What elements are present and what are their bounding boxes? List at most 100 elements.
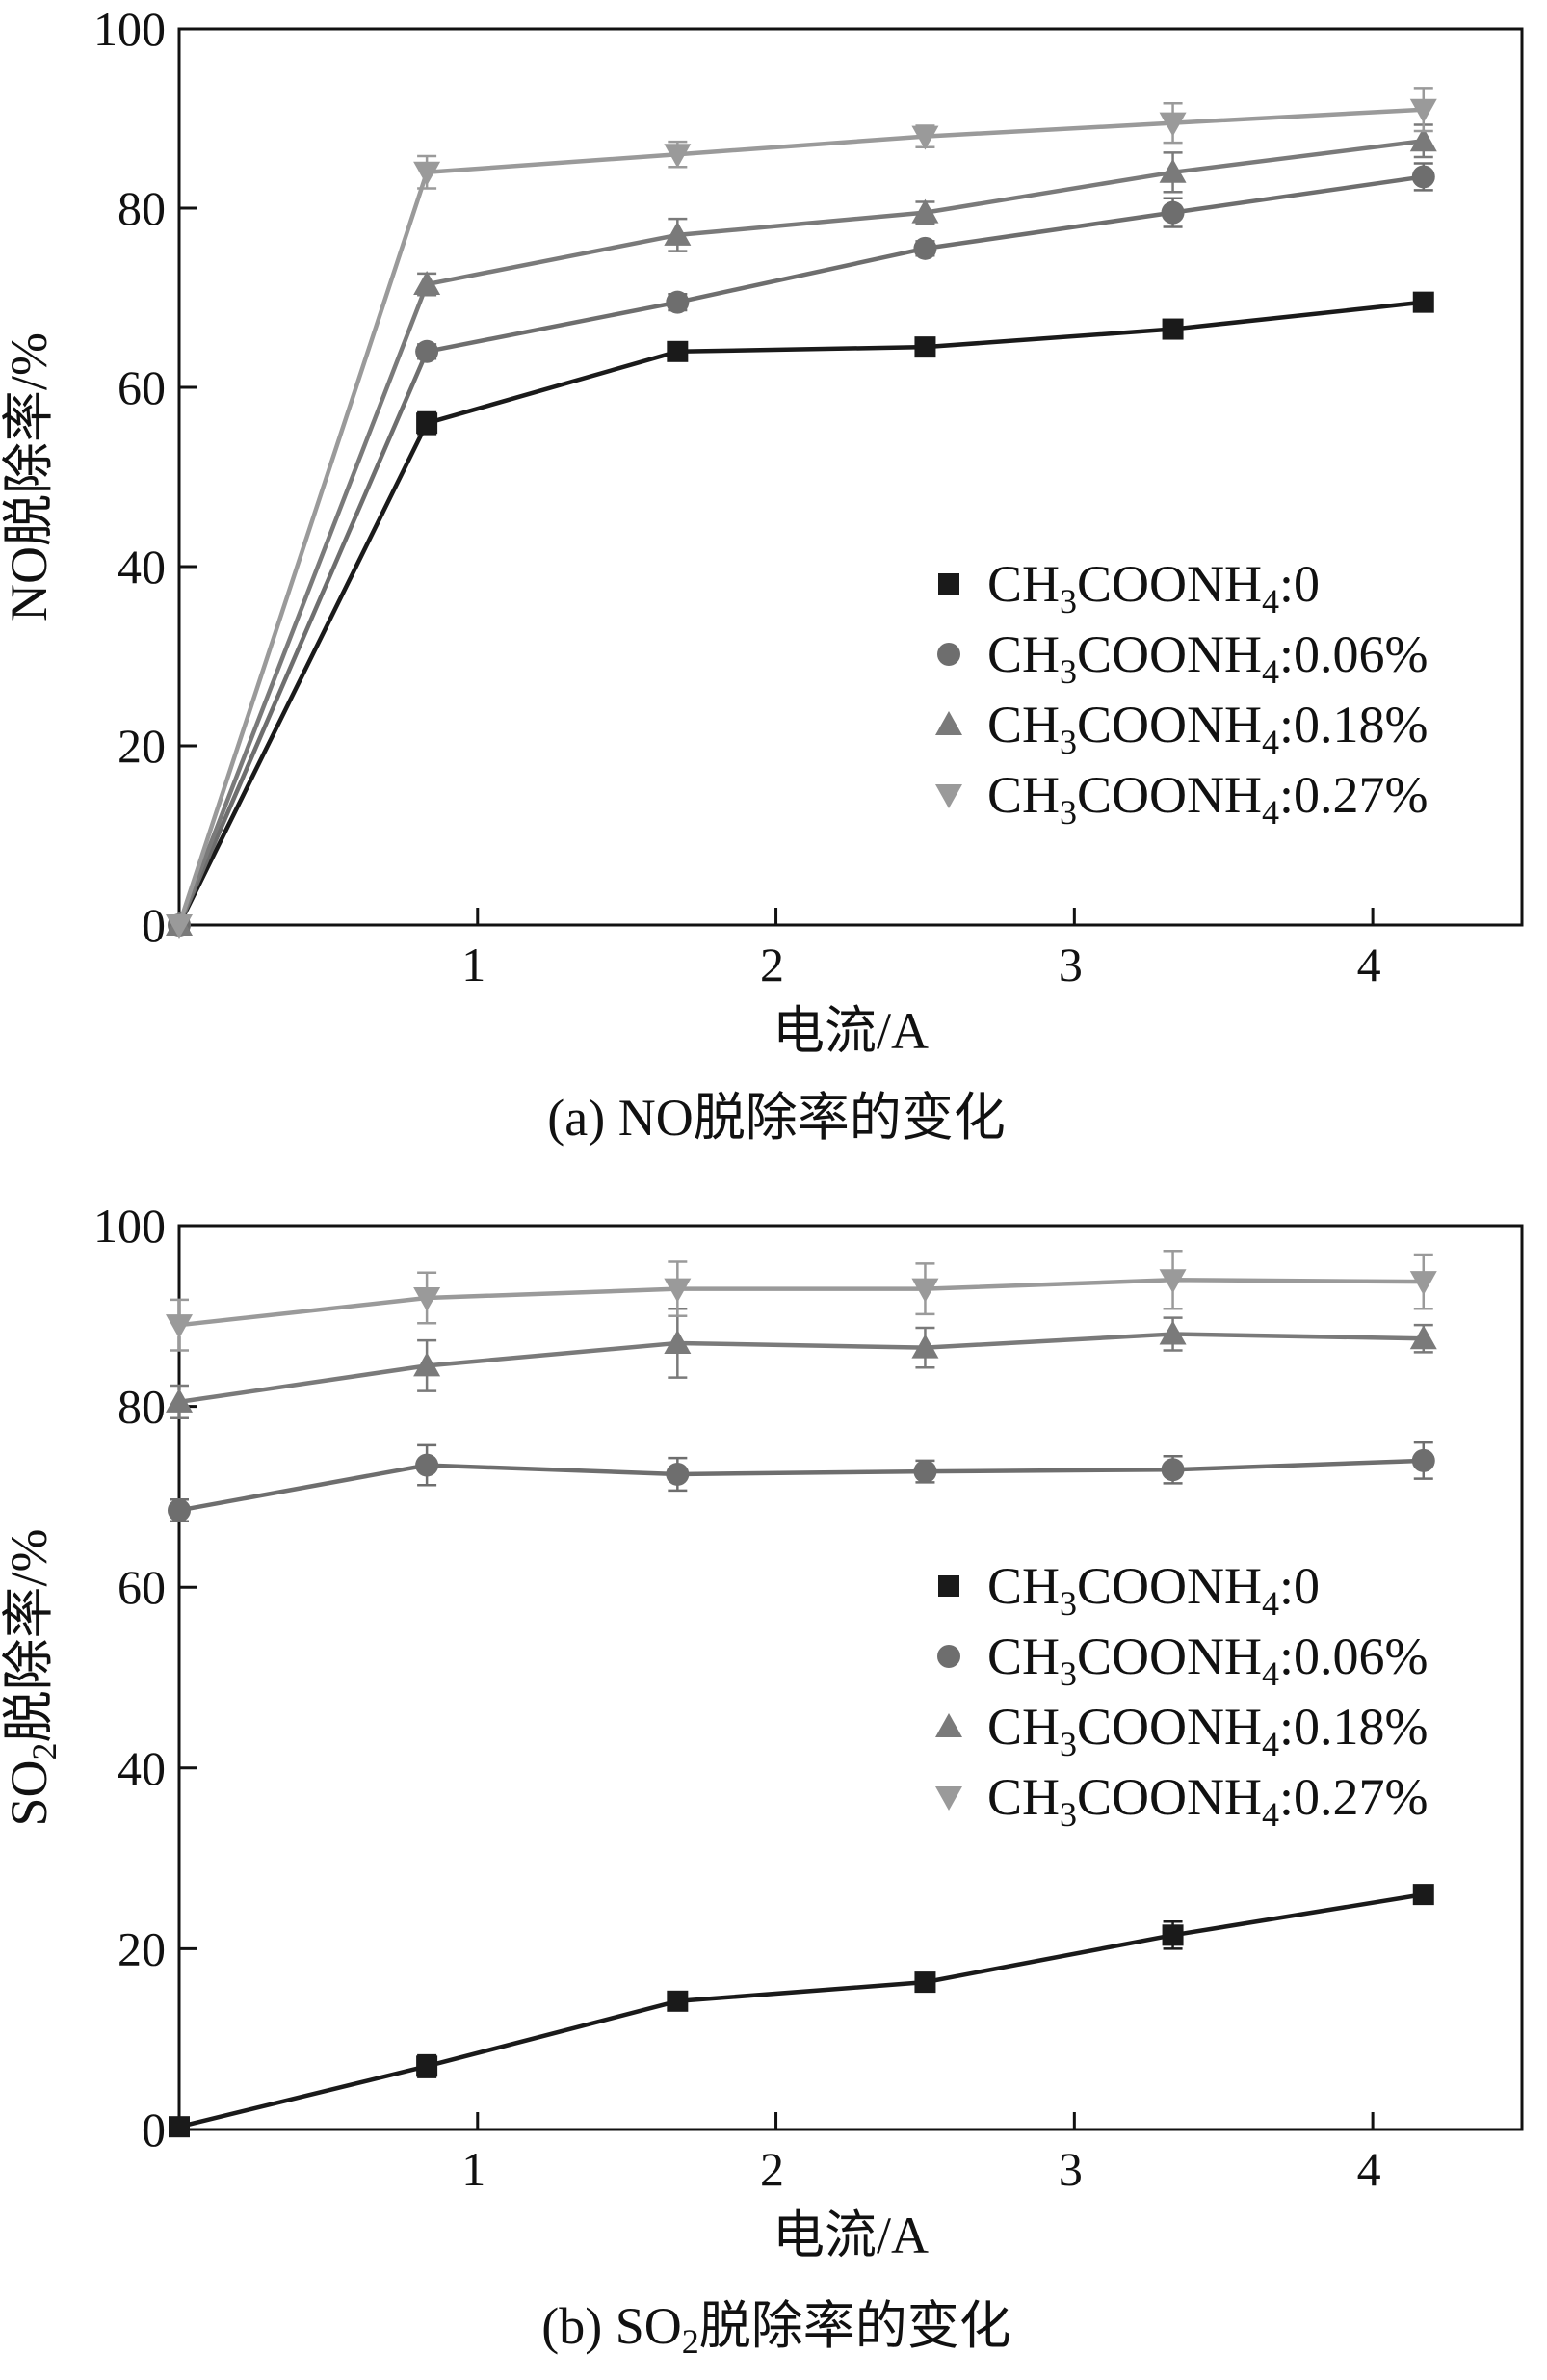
panel-b-legend-marker-0 [938,1575,959,1597]
panel-a-series-0 [169,291,1434,936]
panel-b-xtick-label: 1 [461,2142,485,2196]
panel-a-legend-entry-0: CH3COONH4:0 [938,555,1320,621]
panel-a-series-0-point [1412,291,1434,313]
panel-b-ylabel-pre: SO [0,1759,58,1826]
panel-a-series-0-point [667,340,689,362]
panel-b-series-0-point [169,2116,190,2138]
panel-a-series-3-point [166,914,193,939]
panel-a-xtick-label: 3 [1059,938,1083,992]
panel-b-legend-entry-0: CH3COONH4:0 [938,1557,1320,1623]
panel-a-legend-marker-1 [937,643,960,666]
panel-b-caption-pre: (b) SO [541,2297,682,2355]
panel-b-ylabel-post: 脱除率/% [0,1528,58,1742]
panel-b-series-3-point [911,1278,939,1303]
panel-a-series-2-point [664,221,692,246]
panel-b-series-2-line [178,1332,1424,1405]
panel-b-ylabel: SO2脱除率/% [0,1528,64,1826]
panel-a-series-1-point [1161,200,1185,225]
panel-b-frame [177,1224,1524,2131]
panel-b-series-0-line [178,1891,1425,2129]
panel-a-ytick-label: 100 [93,2,166,56]
panel-a-series-3-point [1159,112,1187,137]
panel-b-series-1-point [168,1498,191,1522]
panel-a-series-2-point [413,271,441,296]
panel-b-series-2-point [1409,1325,1437,1350]
panel-b-series-1-point [913,1460,937,1484]
panel-b-series-2-point [413,1352,441,1377]
panel-a-ylabel: NO脱除率/% [0,332,58,621]
panel-a-legend-marker-2 [935,711,962,735]
panel-a-series-0-point [914,336,936,358]
panel-b-legend-label-2: CH3COONH4:0.18% [987,1698,1429,1763]
panel-b-caption-sub: 2 [682,2322,699,2361]
panel-a-legend-label-0: CH3COONH4:0 [987,555,1320,621]
panel-b-series-1-point [415,1453,439,1477]
panel-a-series-3 [166,87,1437,939]
panel-b-series-2-point [664,1329,692,1354]
panel-b-series-2-point [166,1388,193,1413]
panel-b-series-1-line [178,1458,1424,1513]
panel-a-series-3-line [176,107,1424,926]
panel-a-series-3-point [413,161,441,186]
panel-b-xtick-label: 2 [760,2142,784,2196]
panel-a-legend-marker-0 [938,573,959,595]
panel-a-series-2-point [1159,158,1187,183]
panel-b-series-0 [169,1884,1434,2138]
panel-b-caption: (b) SO2脱除率的变化 [541,2297,1011,2361]
panel-a-series-2-point [1409,127,1437,152]
panel-b-series [166,1250,1437,2138]
panel-b-ytick-label: 40 [118,1741,166,1795]
panel-a-frame [177,27,1524,927]
panel-b-series-0-point [416,2055,438,2077]
panel-b-series-2-point [911,1334,939,1359]
panel-a-legend-entry-2: CH3COONH4:0.18% [935,696,1429,761]
panel-a-series-1-point [666,290,690,314]
panel-b-ytick-label: 60 [118,1560,166,1614]
panel-a-series-3-point [1409,98,1437,123]
panel-b-series-3-line [178,1278,1424,1328]
panel-b-legend-marker-2 [935,1713,962,1737]
panel-a-legend-label-2: CH3COONH4:0.18% [987,696,1429,761]
panel-b-series-3-point [1409,1271,1437,1296]
panel-a-xlabel: 电流/A [773,1002,929,1060]
panel-b-caption-post: 脱除率的变化 [699,2297,1011,2355]
panel-b-legend-label-1: CH3COONH4:0.06% [987,1627,1429,1693]
panel-b-ytick-label: 100 [93,1199,166,1253]
panel-b-ytick-label: 20 [118,1921,166,1975]
panel-b-xtick-label: 4 [1357,2142,1381,2196]
panel-b-series-0-point [667,1990,689,2012]
panel-b-series-3-point [166,1314,193,1339]
panel-a-series-0-point [1162,318,1184,340]
panel-a-legend: CH3COONH4:0CH3COONH4:0.06%CH3COONH4:0.18… [935,555,1429,832]
panel-a-legend-label-3: CH3COONH4:0.27% [987,766,1429,832]
panel-b-series-2-point [1159,1320,1187,1345]
panel-a-series-2 [166,123,1437,936]
panel-b-legend: CH3COONH4:0CH3COONH4:0.06%CH3COONH4:0.18… [935,1557,1429,1834]
panel-a-xtick-label: 1 [461,938,485,992]
panel-a-xtick-label: 2 [760,938,784,992]
panel-b-series-3-point [664,1278,692,1303]
panel-a-series-0-point [416,412,438,435]
panel-a-xtick-label: 4 [1357,938,1381,992]
panel-b-xlabel: 电流/A [773,2207,929,2264]
panel-a-ytick-label: 20 [118,719,166,773]
panel-a-series-3-point [664,144,692,169]
panel-a-ytick-label: 60 [118,360,166,414]
panel-b-ytick-label: 80 [118,1380,166,1434]
panel-b-series-1-point [1161,1458,1185,1482]
panel-a-ytick-label: 0 [142,898,166,952]
panel-a-series-1 [168,162,1435,937]
panel-a-series [166,87,1437,939]
panel-a-legend-marker-3 [935,784,962,808]
panel-b-ticks: 0 20 40 60 80 100 1 2 3 4 [93,1199,1381,2196]
panel-a-legend-entry-3: CH3COONH4:0.27% [935,766,1429,832]
panel-a-series-2-line [176,139,1425,926]
panel-b-legend-entry-3: CH3COONH4:0.27% [935,1768,1429,1834]
panel-a-ytick-label: 80 [118,181,166,235]
panel-a-series-1-point [1411,165,1435,189]
panel-a-ticks: 0 20 40 60 80 100 1 2 3 4 [93,2,1381,992]
panel-b-series-2 [166,1308,1437,1420]
panel-b-ytick-label: 0 [142,2102,166,2156]
panel-b-legend-entry-2: CH3COONH4:0.18% [935,1698,1429,1763]
